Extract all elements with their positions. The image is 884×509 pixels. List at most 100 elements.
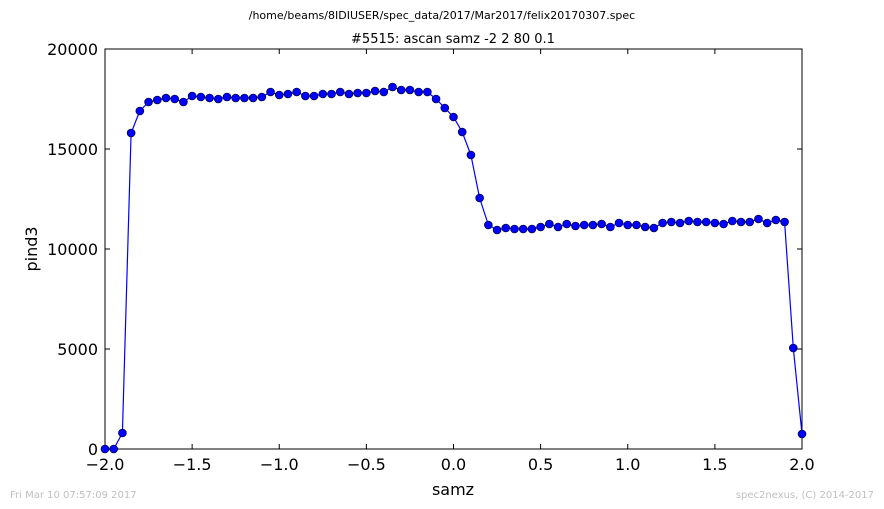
data-point: [545, 219, 554, 229]
data-point: [623, 220, 633, 230]
data-point: [187, 91, 197, 101]
data-point: [240, 93, 249, 103]
data-point: [109, 444, 119, 454]
x-tick-label: 2.0: [789, 455, 814, 474]
data-point: [170, 94, 179, 104]
data-point: [457, 127, 467, 137]
data-point: [344, 89, 354, 99]
data-point: [248, 93, 258, 103]
x-tick-label: −0.5: [347, 455, 386, 474]
x-tick-label: −2.0: [86, 455, 125, 474]
data-point: [274, 90, 284, 100]
data-point: [309, 91, 319, 101]
data-point: [571, 221, 580, 231]
data-point: [693, 217, 702, 227]
data-point: [579, 220, 589, 230]
footer-timestamp: Fri Mar 10 07:57:09 2017: [10, 490, 137, 501]
data-point: [318, 89, 328, 99]
data-point: [266, 87, 275, 97]
y-tick-label: 0: [88, 440, 98, 459]
data-point: [475, 193, 484, 203]
data-point: [762, 218, 772, 228]
data-point: [126, 128, 136, 138]
data-point: [362, 88, 371, 98]
y-tick-label: 5000: [57, 340, 98, 359]
data-point: [405, 85, 415, 95]
plot-frame: [104, 48, 803, 450]
data-point: [431, 94, 441, 104]
data-point: [414, 87, 423, 97]
data-point: [719, 219, 728, 229]
data-point: [797, 429, 807, 439]
y-axis-label: pind3: [22, 226, 41, 271]
data-point: [606, 222, 615, 232]
data-point: [396, 85, 406, 95]
x-tick-label: −1.5: [173, 455, 212, 474]
data-point: [780, 217, 789, 227]
data-point: [423, 87, 432, 97]
data-point: [501, 223, 511, 233]
data-point: [379, 87, 389, 97]
chart-title: #5515: ascan samz -2 2 80 0.1: [351, 32, 555, 47]
data-point: [484, 220, 493, 230]
data-point: [370, 86, 380, 96]
data-point: [658, 218, 667, 228]
data-point: [710, 218, 720, 228]
data-point: [152, 95, 162, 105]
data-point: [771, 215, 781, 225]
data-point: [100, 444, 110, 454]
data-point: [701, 217, 711, 227]
y-tick-label: 15000: [47, 140, 98, 159]
data-point: [518, 224, 528, 234]
data-point: [301, 91, 310, 101]
data-point: [466, 150, 476, 160]
data-point: [510, 224, 519, 234]
data-point: [736, 217, 746, 227]
data-point: [614, 218, 624, 228]
y-tick-label: 20000: [47, 40, 98, 59]
data-point: [231, 93, 240, 103]
data-point: [788, 343, 798, 353]
data-point: [205, 93, 214, 103]
x-tick-label: −1.0: [260, 455, 299, 474]
series-markers: [100, 82, 807, 454]
data-point: [492, 225, 502, 235]
data-point: [161, 93, 171, 103]
data-point: [553, 222, 563, 232]
x-tick-label: 0.0: [441, 455, 466, 474]
data-point: [588, 220, 598, 230]
x-tick-label: 0.5: [528, 455, 553, 474]
data-point: [440, 103, 450, 113]
data-point: [684, 216, 694, 226]
data-point: [632, 220, 641, 230]
x-tick-label: 1.0: [615, 455, 640, 474]
data-point: [222, 92, 232, 102]
data-point: [257, 92, 267, 102]
y-axis: 0 5000 10000 15000 20000: [47, 40, 802, 459]
data-point: [292, 87, 301, 97]
x-axis-label: samz: [432, 480, 474, 499]
data-point: [118, 428, 127, 438]
data-point: [449, 112, 458, 122]
data-point: [745, 217, 755, 227]
data-point: [649, 223, 659, 233]
data-point: [335, 87, 345, 97]
data-point: [353, 88, 362, 98]
data-point: [388, 82, 397, 92]
footer-credit: spec2nexus, (C) 2014-2017: [736, 490, 874, 501]
data-point: [754, 214, 763, 224]
data-point: [213, 94, 223, 104]
data-point: [597, 219, 606, 229]
x-axis: −2.0 −1.5 −1.0 −0.5 0.0 0.5 1.0 1.5 2.0: [86, 49, 815, 474]
x-tick-label: 1.5: [702, 455, 727, 474]
data-point: [667, 217, 676, 227]
data-point: [562, 219, 572, 229]
data-point: [527, 224, 537, 234]
data-point: [179, 97, 188, 107]
data-point: [135, 106, 145, 116]
data-point: [196, 92, 206, 102]
data-point: [675, 218, 685, 228]
data-point: [640, 222, 650, 232]
y-tick-label: 10000: [47, 240, 98, 259]
